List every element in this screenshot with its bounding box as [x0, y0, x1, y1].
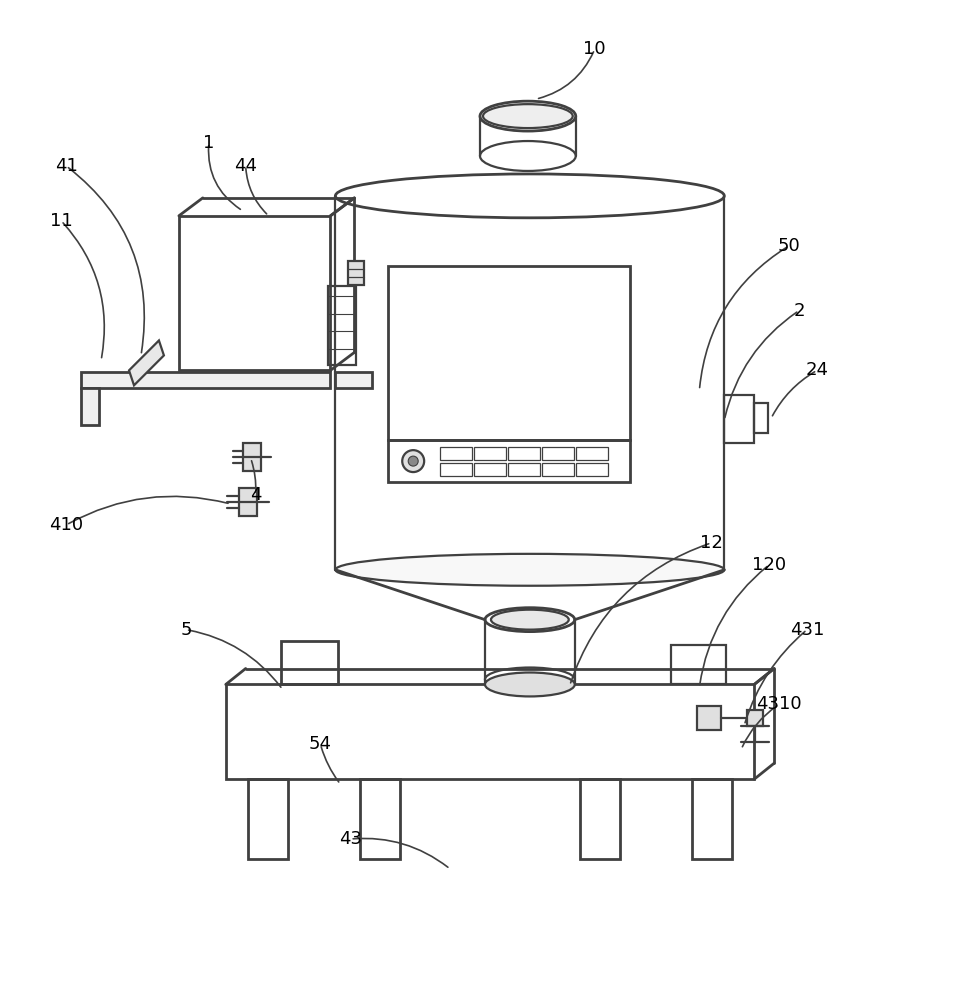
- Bar: [576, 463, 608, 476]
- Text: 24: 24: [805, 361, 828, 379]
- Bar: [697, 706, 721, 730]
- Text: 43: 43: [339, 830, 362, 848]
- Text: 1: 1: [203, 134, 215, 152]
- Bar: [474, 447, 506, 460]
- Bar: [280, 641, 338, 684]
- Bar: [724, 395, 754, 443]
- Bar: [247, 779, 288, 859]
- Bar: [542, 447, 574, 460]
- Bar: [388, 266, 630, 440]
- Text: 120: 120: [752, 556, 786, 574]
- Bar: [542, 463, 574, 476]
- Bar: [474, 463, 506, 476]
- Bar: [225, 684, 754, 779]
- Bar: [747, 710, 764, 726]
- Bar: [239, 488, 257, 516]
- Ellipse shape: [485, 673, 575, 696]
- Text: 44: 44: [234, 157, 257, 175]
- Text: 410: 410: [49, 516, 83, 534]
- Polygon shape: [129, 340, 164, 385]
- Bar: [508, 447, 540, 460]
- Circle shape: [408, 456, 418, 466]
- Text: 54: 54: [309, 735, 332, 753]
- Bar: [243, 443, 261, 471]
- Ellipse shape: [335, 554, 724, 586]
- Bar: [440, 447, 472, 460]
- Text: 50: 50: [778, 237, 800, 255]
- Text: 4310: 4310: [756, 695, 802, 713]
- Text: 11: 11: [50, 212, 72, 230]
- Ellipse shape: [483, 104, 573, 128]
- Bar: [754, 403, 768, 433]
- Bar: [388, 440, 630, 482]
- Ellipse shape: [491, 610, 569, 630]
- Bar: [692, 779, 732, 859]
- Bar: [328, 286, 356, 365]
- Text: 41: 41: [55, 157, 78, 175]
- Text: 10: 10: [584, 40, 606, 58]
- Circle shape: [403, 450, 424, 472]
- Text: 431: 431: [790, 621, 824, 639]
- Bar: [335, 372, 373, 388]
- Bar: [440, 463, 472, 476]
- Bar: [580, 779, 619, 859]
- Bar: [671, 645, 726, 684]
- Text: 2: 2: [794, 302, 805, 320]
- Text: 12: 12: [700, 534, 723, 552]
- Bar: [508, 463, 540, 476]
- Bar: [360, 779, 401, 859]
- Bar: [349, 261, 364, 285]
- Bar: [179, 216, 330, 370]
- Text: 4: 4: [250, 486, 261, 504]
- Bar: [81, 372, 330, 388]
- Text: 5: 5: [180, 621, 192, 639]
- Bar: [81, 388, 99, 425]
- Bar: [576, 447, 608, 460]
